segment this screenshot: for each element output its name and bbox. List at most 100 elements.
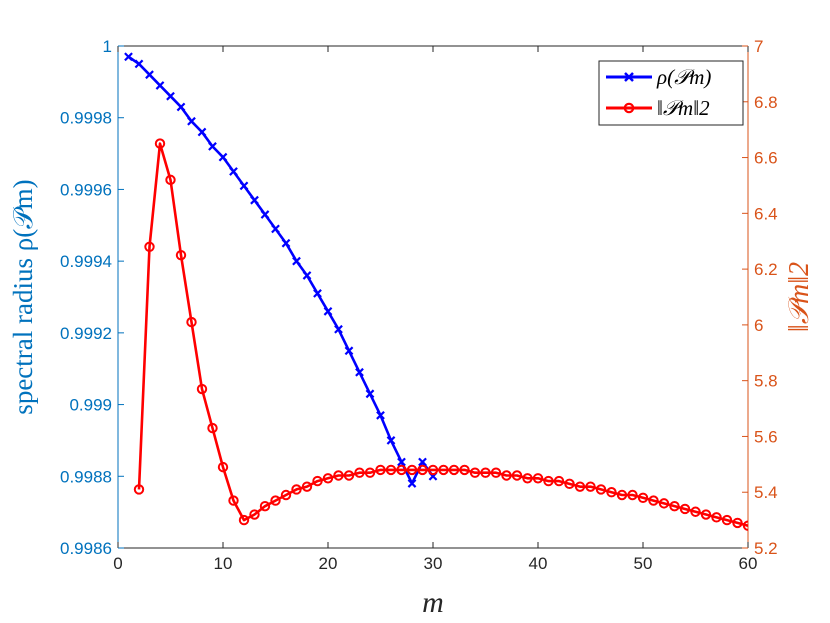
series-2 (133, 138, 748, 531)
legend-label-series1: ρ(𝒫m) (656, 65, 711, 89)
y-axis-label-right: ‖𝒫m‖2 (784, 262, 815, 332)
series-1 (124, 52, 438, 488)
series-2-point (501, 470, 512, 481)
series-2-point (133, 484, 145, 495)
series-1-point (250, 195, 259, 205)
series-1-point (376, 410, 385, 420)
series-2-point (186, 316, 197, 328)
series-2-point (522, 473, 533, 484)
series-1-point (145, 70, 154, 80)
series-2-point (721, 514, 733, 526)
series-2-point (322, 473, 334, 484)
series-1-point (355, 367, 364, 377)
series-2-point (490, 467, 502, 478)
series-1-point (292, 256, 301, 266)
y-left-tick-label: 0.999 (69, 396, 112, 415)
x-tick-label: 20 (319, 554, 338, 573)
series-1-point (197, 127, 207, 137)
x-tick-label: 40 (529, 554, 548, 573)
series-2-point (259, 500, 271, 512)
series-2-point (343, 470, 355, 481)
x-tick-label: 0 (113, 554, 122, 573)
y-right-tick-label: 6 (754, 316, 763, 335)
series-2-point (270, 495, 281, 506)
y-right-tick-label: 5.4 (754, 483, 778, 502)
series-2-point (238, 514, 250, 526)
series-2-point (648, 495, 659, 506)
x-tick-label: 30 (424, 554, 443, 573)
series-1-point (281, 238, 291, 248)
series-1-point (239, 181, 249, 191)
series-2-point (606, 487, 617, 498)
series-2-point (627, 489, 638, 501)
series-1-point (176, 102, 186, 112)
legend-box (598, 60, 744, 126)
series-2-point (312, 475, 323, 487)
series-1-point (323, 306, 333, 316)
series-2-point (532, 473, 544, 484)
series-2-point (543, 475, 554, 487)
y-left-tick-label: 0.9992 (60, 324, 112, 343)
series-2-point (679, 503, 691, 515)
series-2-point (364, 467, 376, 478)
series-2-point (333, 470, 344, 481)
series-2-point (700, 509, 712, 520)
series-1-point (271, 224, 280, 234)
y-left-tick-label: 0.9994 (60, 252, 112, 271)
series-1-point (208, 142, 217, 151)
series-1-point (155, 81, 165, 90)
series-2-point (144, 241, 155, 253)
series-2-point (396, 464, 407, 476)
y-right-tick-label: 7 (754, 37, 763, 56)
y-left-tick-label: 0.9996 (60, 180, 112, 199)
series-2-point (459, 464, 470, 476)
series-1-point (334, 324, 343, 334)
series-2-point (637, 492, 649, 503)
y-right-tick-label: 5.6 (754, 427, 778, 446)
series-2-point (511, 470, 523, 481)
series-2-point (217, 461, 229, 473)
y-right-tick-label: 5.2 (754, 539, 778, 558)
series-2-point (711, 512, 722, 523)
x-tick-label: 60 (739, 554, 758, 573)
series-2-point (207, 422, 218, 434)
series-1-point (187, 116, 196, 126)
series-2-point (427, 464, 439, 476)
series-2-point (291, 484, 302, 495)
x-tick-label: 10 (214, 554, 233, 573)
y-left-tick-label: 0.9988 (60, 467, 112, 486)
legend-marker-series1 (624, 72, 634, 82)
series-1-point (418, 457, 427, 467)
y-right-tick-label: 6.8 (754, 93, 778, 112)
series-2-point (469, 467, 481, 478)
series-2-point (154, 138, 166, 149)
series-1-point (407, 479, 417, 488)
legend: ρ(𝒫m) ‖𝒫m‖2 (598, 60, 744, 126)
y-left-tick-label: 1 (103, 37, 112, 56)
series-2-point (690, 506, 701, 517)
series-2-point (280, 489, 292, 501)
series-1-point (218, 152, 228, 162)
x-tick-label: 50 (634, 554, 653, 573)
series-2-point (553, 475, 565, 487)
y-right-tick-label: 6.4 (754, 204, 778, 223)
series-1-point (166, 91, 175, 101)
series-2-point (249, 509, 260, 520)
series-2-point (595, 484, 607, 495)
series-2-point (406, 464, 418, 476)
y-left-tick-label: 0.9986 (60, 539, 112, 558)
y-right-tick-label: 6.6 (754, 149, 778, 168)
axes: 0 10 20 30 40 50 60 0.9986 0.9988 0.999 0.9992 0.99… (60, 37, 778, 573)
series-2-point (732, 517, 743, 529)
series-2-point (175, 249, 187, 261)
series-2-point (354, 467, 365, 478)
series-2-point (165, 174, 176, 186)
series-2-point (480, 467, 491, 478)
series-2-point (417, 464, 428, 476)
series-2-point (228, 495, 239, 506)
series-2-point (196, 383, 208, 395)
series-2-point (564, 478, 575, 490)
series-2-point (438, 464, 449, 476)
series-layer (124, 52, 748, 531)
y-right-tick-label: 5.8 (754, 372, 778, 391)
